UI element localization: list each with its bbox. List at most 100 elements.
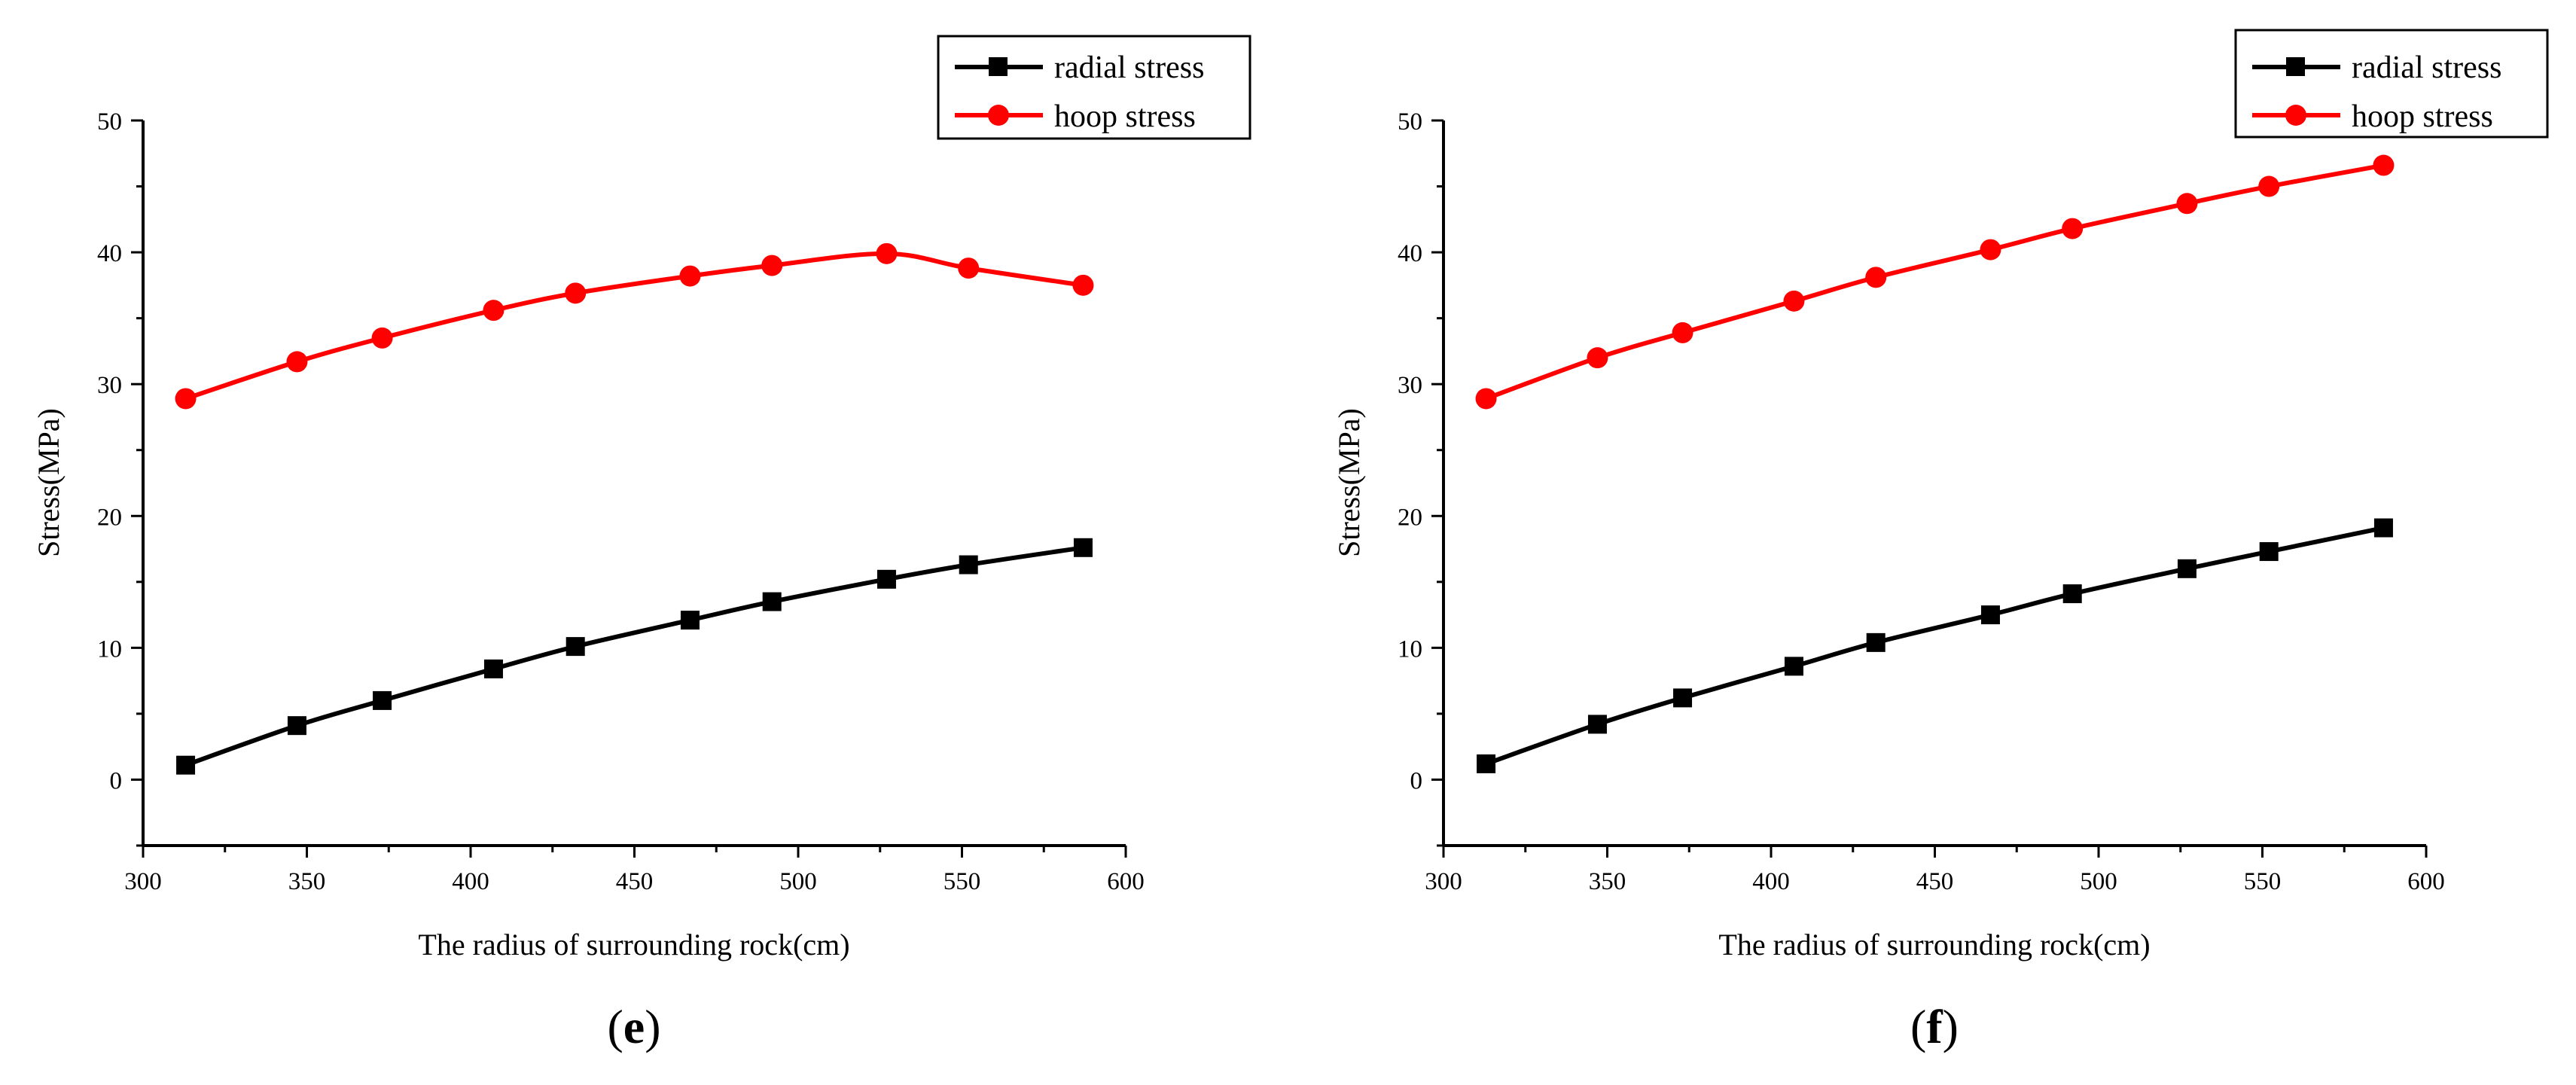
legend-marker-radial <box>2286 57 2305 76</box>
panel-letter-e: e <box>623 1000 645 1053</box>
panel-letter-f: f <box>1926 1000 1943 1053</box>
hoop-stress-point <box>761 254 783 276</box>
x-axis-title: The radius of surrounding rock(cm) <box>418 928 849 962</box>
x-tick-label: 450 <box>616 868 654 895</box>
x-tick-label: 500 <box>779 868 817 895</box>
radial-stress-point <box>680 611 700 630</box>
x-tick-label: 350 <box>288 868 326 895</box>
chart-panel-f: 300 350 400 450 500 550 600 0 10 20 30 40 50 Stress(… <box>1332 29 2549 1053</box>
series-markers <box>1475 154 2395 773</box>
y-tick-label: 30 <box>97 372 122 399</box>
chart-panel-e: 300 350 400 450 500 550 600 0 10 20 30 40 50 Stress(… <box>32 35 1251 1053</box>
hoop-stress-point <box>679 265 701 287</box>
x-tick-label: 500 <box>2080 868 2117 895</box>
series-lines <box>184 251 1084 768</box>
y-tick-label: 20 <box>97 504 122 531</box>
radial-stress-line <box>184 545 1084 768</box>
legend-marker-radial <box>989 57 1008 76</box>
radial-stress-point <box>959 555 978 575</box>
y-tick-label: 10 <box>1398 635 1422 663</box>
hoop-stress-point <box>1865 267 1887 288</box>
series-lines <box>1485 163 2385 767</box>
radial-stress-point <box>373 690 392 710</box>
radial-stress-point <box>876 569 896 589</box>
panel-label-f: (f) <box>1910 1000 1959 1053</box>
y-tick-label: 0 <box>1410 767 1423 794</box>
radial-stress-point <box>1477 754 1496 773</box>
x-tick-label: 550 <box>944 868 981 895</box>
radial-stress-point <box>1673 688 1693 708</box>
radial-stress-point <box>762 592 782 611</box>
hoop-stress-point <box>2373 154 2395 176</box>
radial-stress-line <box>1485 526 2385 767</box>
radial-stress-point <box>566 637 585 657</box>
legend-label-hoop: hoop stress <box>1054 99 1196 134</box>
x-tick-label: 350 <box>1589 868 1626 895</box>
radial-stress-point <box>1866 632 1886 652</box>
y-tick-label: 20 <box>1398 504 1422 531</box>
hoop-stress-point <box>1980 239 2001 261</box>
x-tick-label: 600 <box>2407 868 2445 895</box>
x-tick-label: 300 <box>124 868 162 895</box>
legend-marker-hoop <box>2285 105 2306 126</box>
hoop-stress-point <box>876 242 898 264</box>
ticks: 300 350 400 450 500 550 600 0 10 20 30 40 50 <box>1398 108 2445 895</box>
hoop-stress-point <box>1783 290 1805 312</box>
y-axis-title: Stress(MPa) <box>32 408 66 557</box>
legend: radial stress hoop stress <box>937 35 1251 140</box>
radial-stress-point <box>1587 715 1607 734</box>
radial-stress-point <box>2062 584 2082 604</box>
hoop-stress-point <box>286 351 308 373</box>
x-tick-label: 450 <box>1916 868 1954 895</box>
legend-label-hoop: hoop stress <box>2352 99 2493 134</box>
radial-stress-point <box>176 755 196 775</box>
ticks: 300 350 400 450 500 550 600 0 10 20 30 40 50 <box>97 108 1145 895</box>
x-tick-label: 300 <box>1425 868 1462 895</box>
radial-stress-point <box>2373 518 2393 538</box>
x-axis-title: The radius of surrounding rock(cm) <box>1718 928 2150 962</box>
legend-label-radial: radial stress <box>1054 50 1204 85</box>
hoop-stress-point <box>958 258 980 279</box>
hoop-stress-point <box>2176 193 2198 215</box>
radial-stress-point <box>483 659 503 678</box>
hoop-stress-point <box>175 388 197 410</box>
hoop-stress-point <box>371 327 393 349</box>
x-tick-label: 550 <box>2244 868 2282 895</box>
y-tick-label: 0 <box>110 767 123 794</box>
hoop-stress-point <box>1672 322 1693 343</box>
y-tick-label: 40 <box>97 240 122 267</box>
hoop-stress-point <box>483 300 505 322</box>
x-tick-label: 400 <box>1752 868 1790 895</box>
radial-stress-point <box>287 716 306 736</box>
y-tick-label: 40 <box>1398 240 1422 267</box>
radial-stress-point <box>1784 657 1803 676</box>
panel-label-e: (e) <box>607 1000 660 1053</box>
hoop-stress-point <box>1587 347 1608 369</box>
hoop-stress-line <box>184 251 1084 401</box>
y-tick-label: 50 <box>1398 108 1422 136</box>
radial-stress-point <box>2177 559 2196 578</box>
hoop-stress-point <box>1072 274 1094 296</box>
hoop-stress-point <box>1475 388 1497 410</box>
x-tick-label: 400 <box>452 868 489 895</box>
hoop-stress-line <box>1485 163 2384 401</box>
hoop-stress-point <box>565 282 587 304</box>
hoop-stress-point <box>2258 175 2280 197</box>
axes <box>142 120 1126 847</box>
radial-stress-point <box>1073 538 1093 557</box>
legend-label-radial: radial stress <box>2352 50 2501 85</box>
series-markers <box>175 242 1094 775</box>
y-axis-title: Stress(MPa) <box>1332 408 1366 557</box>
legend-marker-hoop <box>988 105 1009 126</box>
y-tick-label: 30 <box>1398 372 1422 399</box>
x-tick-label: 600 <box>1107 868 1145 895</box>
hoop-stress-point <box>2062 218 2084 239</box>
legend-box <box>937 35 1251 140</box>
radial-stress-point <box>2259 542 2279 562</box>
radial-stress-point <box>1980 605 2000 625</box>
y-tick-label: 10 <box>97 635 122 663</box>
legend: radial stress hoop stress <box>2234 29 2549 139</box>
axes <box>1442 120 2426 847</box>
y-tick-label: 50 <box>97 108 122 136</box>
